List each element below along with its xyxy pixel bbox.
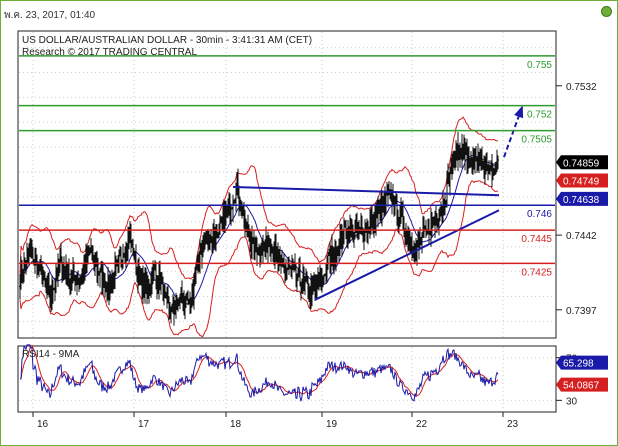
- rsi-value-tag: [556, 355, 608, 370]
- trendline: [314, 209, 500, 301]
- price-tag: [556, 191, 608, 206]
- chart-copyright: Research © 2017 TRADING CENTRAL: [22, 47, 197, 58]
- level-label: 0.755: [527, 60, 552, 71]
- level-label: 0.7425: [521, 267, 552, 278]
- level-label: 0.7505: [521, 135, 552, 146]
- price-tag: [556, 155, 608, 170]
- status-indicator-icon: [601, 6, 612, 17]
- y-tick-label: 0.7397: [566, 306, 597, 317]
- price-tag: [556, 173, 608, 188]
- rsi-value-tag: [556, 377, 608, 392]
- x-tick-label: 19: [326, 419, 338, 430]
- chart-title: US DOLLAR/AUSTRALIAN DOLLAR - 30min - 3:…: [22, 35, 312, 46]
- lower-band-line: [19, 180, 499, 338]
- price-tag-label: 0.74638: [563, 195, 600, 206]
- rsi-tick-label: 30: [566, 396, 578, 407]
- main-panel: [17, 30, 557, 339]
- x-tick-label: 16: [37, 419, 49, 430]
- timestamp: พ.ค. 23, 2017, 01:40: [4, 10, 96, 21]
- y-tick-label: 0.7442: [566, 231, 597, 242]
- price-tag-label: 0.74859: [563, 158, 600, 169]
- level-label: 0.7445: [521, 234, 552, 245]
- rsi-panel: [17, 345, 557, 413]
- trendline: [232, 185, 500, 197]
- x-tick-label: 17: [138, 419, 150, 430]
- level-label: 0.752: [527, 110, 552, 121]
- y-tick-label: 0.7532: [566, 82, 597, 93]
- x-tick-label: 18: [230, 419, 242, 430]
- level-label: 0.746: [527, 209, 552, 220]
- rsi-title: RSI14 - 9MA: [22, 349, 80, 360]
- price-tag-label: 0.74749: [563, 177, 600, 188]
- x-tick-label: 23: [507, 419, 519, 430]
- rsi-value-label: 65.298: [563, 359, 594, 370]
- rsi-value-label: 54.0867: [563, 381, 600, 392]
- rsi-line: [20, 344, 499, 402]
- x-tick-label: 22: [416, 419, 428, 430]
- forecast-arrow-head: [514, 105, 524, 119]
- rsi-ma-line: [20, 344, 499, 397]
